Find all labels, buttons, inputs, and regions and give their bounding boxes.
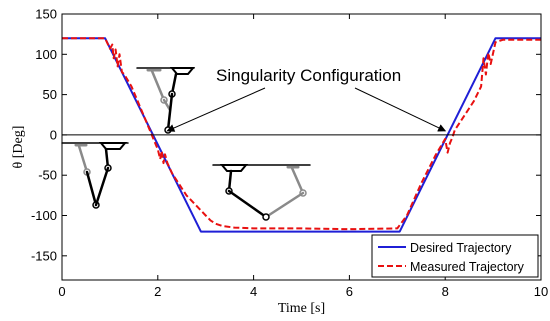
robot-configuration-illustrations [61, 67, 311, 221]
y-tick-label: -150 [31, 248, 57, 263]
legend-label-desired: Desired Trajectory [410, 241, 512, 255]
x-tick-label: 4 [250, 284, 257, 299]
y-tick-label: -50 [38, 168, 57, 183]
robot-link [264, 191, 305, 219]
y-tick-label: 0 [50, 127, 57, 142]
robot-link [166, 92, 174, 132]
robot-config-upper [136, 67, 196, 134]
annotation-arrow [354, 87, 447, 132]
y-tick-label: 150 [35, 7, 57, 22]
x-tick-label: 10 [534, 284, 548, 299]
x-axis-label: Time [s] [278, 301, 325, 316]
legend-box [371, 234, 539, 278]
robot-link [77, 144, 89, 174]
plot-frame [61, 13, 542, 281]
y-axis-ticks: 150 100 50 0 -50 -100 -150 [31, 7, 541, 263]
legend: Desired Trajectory Measured Trajectory [371, 234, 539, 278]
y-tick-label: 100 [35, 47, 57, 62]
robot-config-middle [212, 164, 311, 221]
robot-link [85, 170, 98, 207]
x-tick-label: 0 [58, 284, 65, 299]
robot-base [98, 142, 128, 150]
robot-link [290, 166, 305, 195]
robot-link [162, 98, 172, 112]
robot-link [94, 166, 110, 207]
annotation-layer: Singularity Configuration [166, 66, 447, 132]
robot-joint [262, 213, 270, 221]
x-tick-label: 8 [442, 284, 449, 299]
y-tick-label: 50 [43, 87, 57, 102]
series-layer [62, 37, 541, 233]
x-tick-label: 2 [154, 284, 161, 299]
annotation-singularity-text: Singularity Configuration [216, 66, 401, 85]
legend-label-measured: Measured Trajectory [410, 260, 525, 274]
series-measured-trajectory [62, 37, 541, 231]
robot-base [169, 67, 196, 75]
y-tick-label: -100 [31, 208, 57, 223]
annotation-arrow [166, 87, 266, 132]
robot-link [150, 69, 166, 102]
robot-config-left [61, 142, 129, 209]
series-desired-trajectory [62, 37, 541, 233]
robot-link [227, 189, 268, 219]
x-tick-label: 6 [346, 284, 353, 299]
y-axis-label: θ [Deg] [11, 126, 26, 169]
robot-base [219, 164, 249, 172]
